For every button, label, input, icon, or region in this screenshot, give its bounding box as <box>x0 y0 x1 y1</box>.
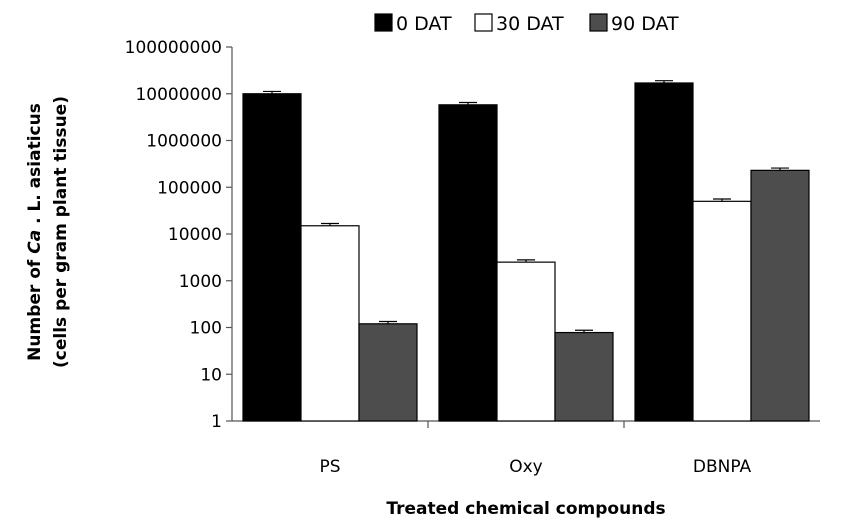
y-tick-label: 10000 <box>168 225 222 245</box>
bar-0-dat-dbnpa <box>634 82 694 422</box>
y-tick-label: 10000000 <box>135 85 222 105</box>
x-category-label: PS <box>319 457 340 477</box>
y-axis-title-line1: Number of Ca . L. asiaticus <box>25 103 45 361</box>
bar-30-dat-dbnpa <box>692 200 752 422</box>
legend-swatch <box>589 13 608 32</box>
x-category-label: DBNPA <box>693 457 752 477</box>
legend-swatch <box>474 13 493 32</box>
bar-30-dat-oxy <box>496 261 556 422</box>
y-tick-label: 100000000 <box>125 38 222 58</box>
x-category-label: Oxy <box>509 457 543 477</box>
bar-0-dat-oxy <box>438 104 498 422</box>
y-tick-label: 1000 <box>179 272 222 292</box>
y-tick-label: 100 <box>190 319 222 339</box>
legend-label: 0 DAT <box>396 13 452 35</box>
legend-swatch <box>374 13 393 32</box>
legend-label: 30 DAT <box>496 13 564 35</box>
legend: 0 DAT 30 DAT 90 DAT <box>374 13 679 35</box>
y-tick-labels: 1 10 100 1000 10000 100000 1000000 10000000 1000… <box>125 38 222 432</box>
bar-0-dat-ps <box>242 93 302 422</box>
error-bars <box>263 80 789 333</box>
y-tick-label: 100000 <box>157 178 222 198</box>
x-axis-title: Treated chemical compounds <box>386 499 665 519</box>
y-tick-label: 10 <box>200 365 222 385</box>
y-tick-label: 1000000 <box>146 132 222 152</box>
y-tick-label: 1 <box>211 412 222 432</box>
x-category-labels: PS Oxy DBNPA <box>319 457 751 477</box>
y-axis-title-line2: (cells per gram plant tissue) <box>51 96 71 368</box>
bar-90-dat-ps <box>358 323 418 422</box>
bars <box>242 82 810 422</box>
legend-label: 90 DAT <box>611 13 679 35</box>
bar-90-dat-dbnpa <box>750 169 810 422</box>
bar-90-dat-oxy <box>554 331 614 422</box>
bar-30-dat-ps <box>300 225 360 422</box>
y-axis-title: Number of Ca . L. asiaticus (cells per g… <box>25 96 71 368</box>
